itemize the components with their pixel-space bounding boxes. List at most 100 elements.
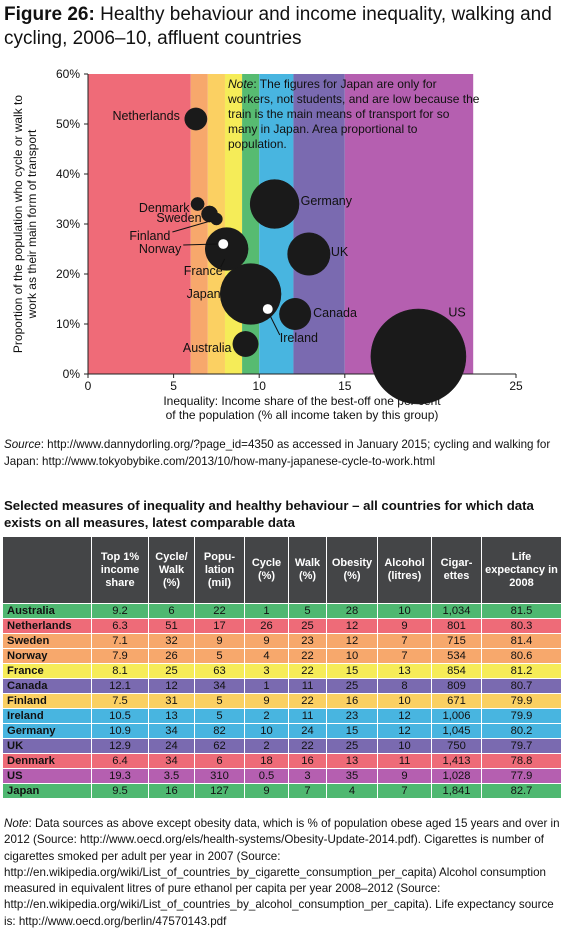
x-axis-title: Inequality: Income share of the best-off… xyxy=(163,394,441,422)
y-tick-label: 30% xyxy=(56,217,80,231)
y-tick-label: 60% xyxy=(56,67,80,81)
value-cell: 534 xyxy=(431,648,482,664)
value-cell: 2 xyxy=(244,708,289,724)
value-cell: 1 xyxy=(244,603,289,619)
table-row: Sweden 7.1 32 9 9 23 12 7 715 81.4 xyxy=(2,633,562,649)
column-header: Cycle/ Walk (%) xyxy=(148,536,195,604)
value-cell: 81.5 xyxy=(481,603,562,619)
value-cell: 22 xyxy=(194,603,245,619)
value-cell: 310 xyxy=(194,768,245,784)
value-cell: 22 xyxy=(288,663,327,679)
value-cell: 15 xyxy=(326,723,378,739)
leader-finland xyxy=(172,220,211,233)
value-cell: 1,034 xyxy=(431,603,482,619)
table-row: US 19.3 3.5 310 0.5 3 35 9 1,028 77.9 xyxy=(2,768,562,784)
table-row: Ireland 10.5 13 5 2 11 23 12 1,006 79.9 xyxy=(2,708,562,724)
table-row: Canada 12.1 12 34 1 11 25 8 809 80.7 xyxy=(2,678,562,694)
table-row: Denmark 6.4 34 6 18 16 13 11 1,413 78.8 xyxy=(2,753,562,769)
table-row: Finland 7.5 31 5 9 22 16 10 671 79.9 xyxy=(2,693,562,709)
value-cell: 28 xyxy=(326,603,378,619)
y-tick-label: 40% xyxy=(56,167,80,181)
value-cell: 80.6 xyxy=(481,648,562,664)
value-cell: 34 xyxy=(148,723,195,739)
value-cell: 51 xyxy=(148,618,195,634)
column-header: Obesity (%) xyxy=(326,536,378,604)
bubble-australia xyxy=(232,331,259,357)
value-cell: 19.3 xyxy=(91,768,149,784)
country-cell: UK xyxy=(2,738,92,754)
value-cell: 9.5 xyxy=(91,783,149,799)
table-body: Australia 9.2 6 22 1 5 28 10 1,034 81.5 Netherland… xyxy=(2,603,562,799)
table-row: Australia 9.2 6 22 1 5 28 10 1,034 81.5 xyxy=(2,603,562,619)
table-row: Germany 10.9 34 82 10 24 15 12 1,045 80.2 xyxy=(2,723,562,739)
value-cell: 25 xyxy=(148,663,195,679)
x-tick-label: 15 xyxy=(338,379,352,393)
value-cell: 10 xyxy=(377,738,432,754)
value-cell: 9 xyxy=(244,693,289,709)
value-cell: 671 xyxy=(431,693,482,709)
value-cell: 750 xyxy=(431,738,482,754)
value-cell: 3.5 xyxy=(148,768,195,784)
value-cell: 5 xyxy=(288,603,327,619)
value-cell: 80.7 xyxy=(481,678,562,694)
value-cell: 79.9 xyxy=(481,693,562,709)
bubble-ireland xyxy=(260,301,275,317)
value-cell: 3 xyxy=(244,663,289,679)
value-cell: 1,006 xyxy=(431,708,482,724)
table-header-row: Top 1% income share Cycle/ Walk (%) Popu- … xyxy=(2,536,562,604)
point-label-germany: Germany xyxy=(301,194,353,208)
value-cell: 62 xyxy=(194,738,245,754)
table-row: Norway 7.9 26 5 4 22 10 7 534 80.6 xyxy=(2,648,562,664)
figure-title: Figure 26: Healthy behaviour and income … xyxy=(4,3,560,51)
value-cell: 78.8 xyxy=(481,753,562,769)
value-cell: 79.7 xyxy=(481,738,562,754)
value-cell: 1,028 xyxy=(431,768,482,784)
value-cell: 6.3 xyxy=(91,618,149,634)
value-cell: 12 xyxy=(148,678,195,694)
value-cell: 18 xyxy=(244,753,289,769)
y-tick-label: 20% xyxy=(56,267,80,281)
value-cell: 9 xyxy=(377,768,432,784)
value-cell: 26 xyxy=(244,618,289,634)
value-cell: 9 xyxy=(377,618,432,634)
leader-france xyxy=(220,258,226,268)
country-cell: Finland xyxy=(2,693,92,709)
point-label-finland: Finland xyxy=(129,229,170,243)
value-cell: 7 xyxy=(377,783,432,799)
column-header: Alcohol (litres) xyxy=(377,536,432,604)
value-cell: 11 xyxy=(288,708,327,724)
value-cell: 11 xyxy=(288,678,327,694)
country-cell: Norway xyxy=(2,648,92,664)
country-cell: US xyxy=(2,768,92,784)
value-cell: 13 xyxy=(326,753,378,769)
value-cell: 7 xyxy=(377,633,432,649)
value-cell: 4 xyxy=(244,648,289,664)
y-tick-label: 0% xyxy=(63,367,81,381)
value-cell: 81.4 xyxy=(481,633,562,649)
value-cell: 5 xyxy=(194,708,245,724)
point-label-norway: Norway xyxy=(139,242,182,256)
bubble-uk xyxy=(287,232,331,276)
column-header: Walk (%) xyxy=(288,536,327,604)
bubble-denmark xyxy=(190,197,205,211)
y-tick-label: 10% xyxy=(56,317,80,331)
value-cell: 0.5 xyxy=(244,768,289,784)
data-table-container: Top 1% income share Cycle/ Walk (%) Popu- … xyxy=(2,536,562,799)
value-cell: 1,841 xyxy=(431,783,482,799)
value-cell: 1,413 xyxy=(431,753,482,769)
x-tick-label: 10 xyxy=(253,379,267,393)
x-tick-label: 5 xyxy=(170,379,177,393)
bubble-japan xyxy=(219,263,282,325)
value-cell: 22 xyxy=(288,738,327,754)
value-cell: 801 xyxy=(431,618,482,634)
bubble-finland xyxy=(210,212,223,226)
value-cell: 715 xyxy=(431,633,482,649)
y-tick-label: 50% xyxy=(56,117,80,131)
value-cell: 24 xyxy=(288,723,327,739)
table-row: Japan 9.5 16 127 9 7 4 7 1,841 82.7 xyxy=(2,783,562,799)
x-tick-label: 25 xyxy=(509,379,523,393)
value-cell: 7 xyxy=(377,648,432,664)
value-cell: 32 xyxy=(148,633,195,649)
value-cell: 80.3 xyxy=(481,618,562,634)
point-label-ireland: Ireland xyxy=(280,331,318,345)
